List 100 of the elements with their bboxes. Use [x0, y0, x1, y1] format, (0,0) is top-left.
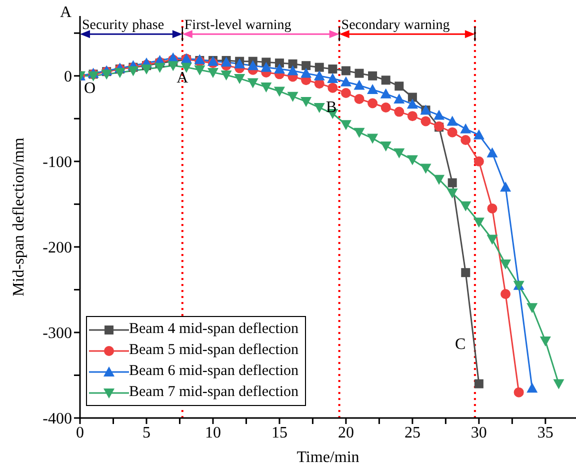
point [274, 64, 285, 74]
point [328, 64, 338, 74]
text: A [60, 4, 72, 22]
point [473, 129, 484, 140]
x-tick-label: 15 [271, 424, 288, 442]
point [394, 93, 405, 104]
y-tick-label: -300 [42, 325, 72, 342]
point [447, 127, 458, 138]
x-tick-label: 35 [537, 424, 554, 442]
point [327, 72, 338, 83]
point [406, 155, 418, 166]
x-tick-label: 10 [204, 424, 221, 442]
point [341, 66, 350, 76]
point [434, 110, 445, 120]
point [500, 260, 512, 270]
point [302, 61, 311, 70]
point [220, 70, 232, 81]
point [354, 128, 365, 138]
x-axis-title: Time/min [296, 449, 360, 466]
point [234, 58, 246, 68]
point [514, 387, 524, 398]
point [380, 142, 392, 152]
legend-label: Beam 5 mid-span deflection [129, 341, 299, 360]
point [260, 62, 272, 72]
point [247, 78, 258, 88]
point [180, 62, 192, 73]
point [354, 68, 364, 78]
point [540, 336, 551, 347]
point [340, 120, 352, 130]
y-tick-label: -200 [42, 240, 72, 257]
point [474, 156, 484, 166]
point [473, 218, 484, 228]
point [461, 268, 470, 278]
point [526, 303, 538, 314]
legend-label: Beam 6 mid-span deflection [129, 362, 299, 381]
point [288, 59, 298, 68]
point [368, 98, 378, 108]
point [314, 70, 325, 80]
point [140, 64, 152, 75]
point [526, 382, 538, 393]
point [194, 65, 206, 76]
point [408, 92, 417, 102]
point [407, 111, 418, 122]
point [406, 98, 418, 109]
point [328, 82, 338, 93]
point [434, 174, 445, 185]
point [354, 94, 364, 104]
point [420, 164, 432, 174]
annotation: Secondary warning [341, 18, 450, 34]
y-tick-label: 0 [64, 68, 72, 86]
point [446, 116, 458, 126]
point [287, 92, 298, 102]
point [420, 116, 431, 126]
x-tick-label: 20 [338, 424, 354, 442]
point [486, 234, 498, 245]
point [234, 74, 246, 84]
x-tick-label: 30 [470, 424, 487, 442]
point [460, 135, 471, 146]
point [314, 62, 324, 72]
annotation: Security phase [82, 18, 164, 34]
point [460, 201, 472, 212]
x-tick-label: 25 [404, 424, 420, 442]
point [448, 178, 457, 188]
point [367, 134, 378, 144]
point [380, 88, 392, 98]
point [274, 86, 285, 97]
point [260, 82, 272, 92]
point [207, 68, 218, 78]
point [394, 148, 405, 158]
point [300, 97, 312, 108]
x-tick-label: 0 [76, 424, 84, 442]
point [101, 70, 112, 80]
point [394, 106, 404, 117]
point [460, 123, 472, 134]
point [446, 188, 458, 199]
point [168, 61, 179, 72]
point [247, 60, 258, 70]
annotation: C [455, 336, 466, 354]
point [354, 80, 365, 90]
point [500, 288, 511, 299]
legend-label: Beam 4 mid-span deflection [129, 320, 299, 339]
point [486, 147, 498, 158]
legend-label: Beam 7 mid-span deflection [129, 383, 299, 402]
point [474, 379, 484, 388]
point [314, 103, 325, 114]
point [300, 68, 312, 78]
y-tick-label: -100 [42, 154, 72, 172]
point [128, 66, 139, 76]
annotation: A [176, 70, 189, 87]
y-tick-label: -400 [42, 410, 72, 428]
point [287, 65, 298, 76]
y-axis-title: Mid-span deflection/mm [10, 137, 28, 296]
point [114, 68, 126, 78]
point [553, 379, 564, 390]
point [380, 102, 391, 113]
point [487, 203, 498, 214]
annotation: First-level warning [184, 18, 292, 34]
point [154, 62, 166, 73]
x-tick-label: 5 [142, 424, 150, 442]
point [394, 82, 404, 91]
